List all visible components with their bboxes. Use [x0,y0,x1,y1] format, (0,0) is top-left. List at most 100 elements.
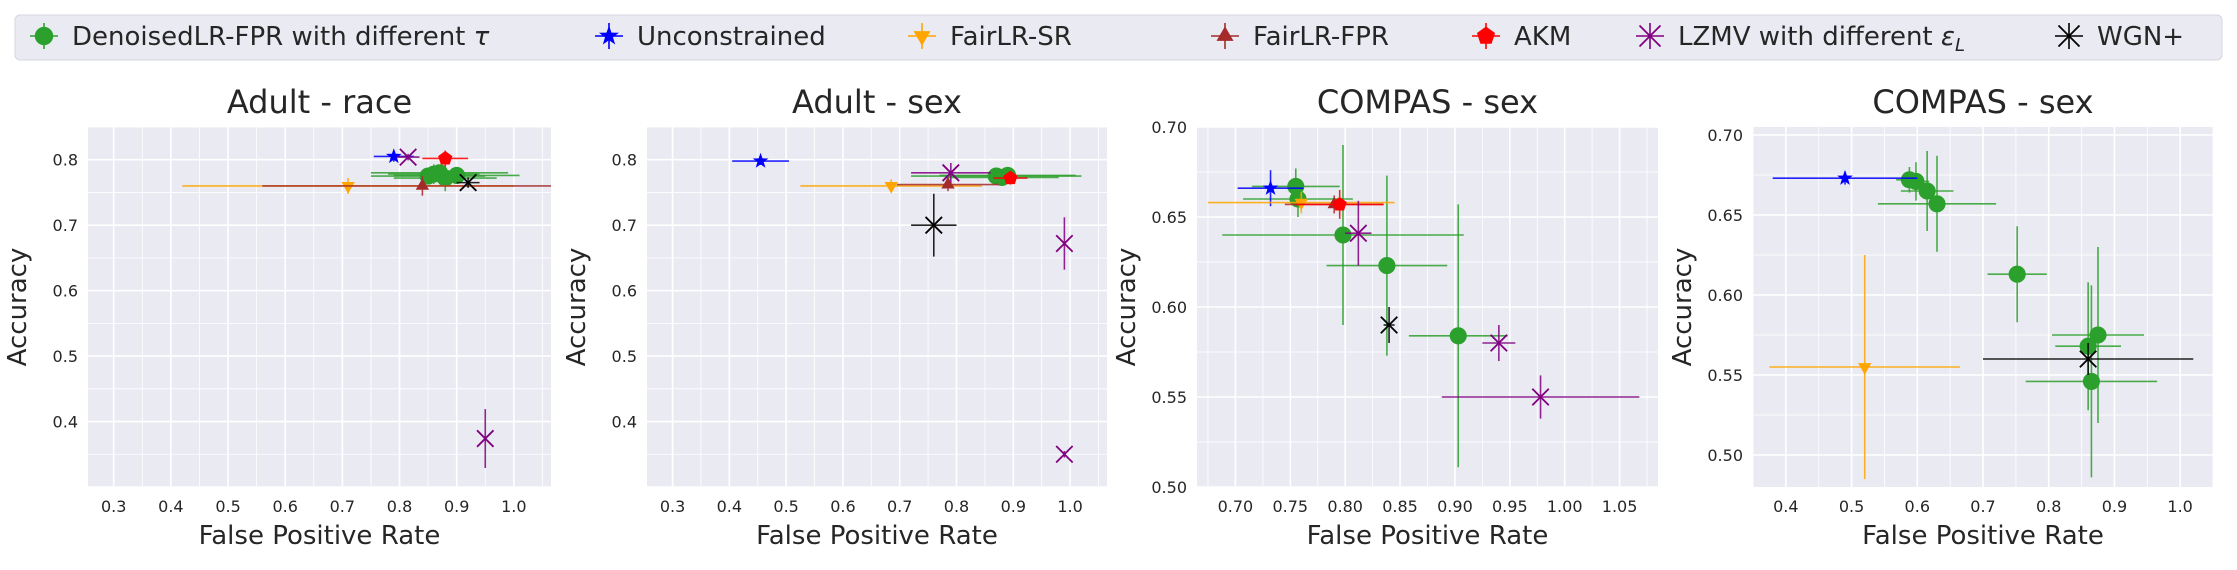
y-tick-label: 0.50 [1151,478,1187,497]
legend-math-sub-lzmv: L [1955,35,1965,56]
data-point-fairlr_fpr [896,176,1000,192]
y-axis-label: Accuracy [3,248,33,367]
data-point-denoised [1877,155,1997,252]
data-point-unconstrained [1237,170,1304,207]
legend-marker-denoised [34,26,54,46]
data-point-wgn [456,173,480,192]
marker-unconstrained [385,148,402,164]
marker-wgn [459,173,478,192]
x-tick-label: 0.8 [944,497,969,516]
x-tick-label: 1.00 [1547,497,1583,516]
marker-lzmv [476,429,495,448]
grid [647,127,1107,487]
marker-fairlr_sr [884,182,898,194]
y-tick-label: 0.4 [612,413,637,432]
data-points [732,152,1082,464]
data-point-lzmv [476,409,495,469]
legend-marker-fairlr_sr [913,31,931,46]
data-point-lzmv [1055,217,1074,270]
y-axis-label: Accuracy [562,248,592,367]
marker-lzmv [1531,388,1550,406]
x-tick-label: 0.6 [830,497,855,516]
legend: DenoisedLR-FPR with different τ Unconstra… [14,14,2223,61]
data-point-unconstrained [1772,169,1918,185]
x-tick-label: 0.7 [887,497,912,516]
data-point-akm [993,170,1028,185]
marker-denoised [1907,172,1925,190]
legend-math-lzmv: ε [1941,22,1955,52]
y-tick-label: 0.50 [1707,446,1743,465]
legend-label-unconstrained: Unconstrained [637,22,826,52]
x-tick-label: 1.0 [2167,497,2192,516]
marker-wgn [2079,350,2098,368]
marker-lzmv [1055,234,1074,253]
marker-denoised [2082,372,2100,390]
marker-denoised [2089,326,2107,344]
data-point-denoised [1987,226,2047,323]
marker-lzmv [941,163,960,182]
data-point-fairlr_fpr [262,176,551,196]
x-tick-label: 1.0 [501,497,526,516]
y-tick-label: 0.4 [53,413,78,432]
y-tick-label: 0.65 [1707,206,1743,225]
marker-denoised [1449,327,1467,345]
legend-item-unconstrained: Unconstrained [595,22,826,52]
x-axis-label: False Positive Rate [1307,521,1549,551]
y-tick-label: 0.5 [612,347,637,366]
legend-label-denoised: DenoisedLR-FPR with different τ [72,22,490,52]
y-tick-label: 0.6 [53,282,78,301]
chart-title: COMPAS - sex [1872,83,2093,121]
y-tick-label: 0.8 [53,151,78,170]
marker-denoised [1928,195,1946,213]
data-points [182,148,551,469]
legend-marker-akm [1476,26,1496,44]
marker-wgn [1380,316,1398,334]
data-point-fairlr_sr [1769,255,1960,479]
data-point-lzmv [1482,325,1516,361]
marker-akm [1332,196,1347,211]
data-point-denoised [2052,247,2144,423]
x-tick-label: 0.7 [1970,497,1995,516]
legend-item-fairlr_fpr: FairLR-FPR [1211,22,1389,52]
data-points [1207,145,1640,468]
x-tick-label: 0.90 [1437,497,1473,516]
x-tick-label: 0.95 [1492,497,1528,516]
legend-marker-fairlr_fpr [1216,26,1234,41]
x-tick-label: 0.3 [660,497,685,516]
y-tick-label: 0.5 [53,347,78,366]
legend-math-denoised: τ [474,22,490,52]
marker-wgn [924,216,943,235]
x-tick-label: 1.0 [1057,497,1082,516]
x-tick-label: 0.70 [1218,497,1254,516]
plot-area [647,127,1107,487]
marker-denoised [1918,182,1936,200]
data-point-lzmv [396,148,420,166]
y-tick-label: 0.6 [612,282,637,301]
marker-fairlr_sr [341,182,355,194]
chart-panel-1: 0.3 0.4 0.5 0.6 0.7 0.8 0.9 1.0 0.4 0.5 0.6 0.7 0.8 A… [3,83,551,551]
data-point-akm [1295,190,1384,219]
legend-label-lzmv: LZMV with different εL [1678,22,1965,56]
legend-marker-unconstrained [599,25,619,45]
data-point-denoised [1900,151,1954,231]
y-axis-label: Accuracy [1112,248,1142,367]
y-tick-label: 0.7 [612,216,637,235]
data-point-wgn [911,193,957,257]
marker-lzmv [1489,334,1508,352]
legend-label-fairlr_fpr: FairLR-FPR [1253,22,1389,52]
x-tick-label: 0.75 [1272,497,1308,516]
data-point-denoised [1902,162,1930,201]
marker-akm [438,150,453,165]
legend-label-wgn: WGN+ [2097,22,2184,52]
legend-label-fairlr_sr: FairLR-SR [950,22,1072,52]
marker-fairlr_fpr [415,178,430,190]
x-tick-label: 0.9 [2102,497,2127,516]
x-axis-label: False Positive Rate [1862,521,2104,551]
y-tick-label: 0.60 [1707,286,1743,305]
data-point-wgn [1983,343,2194,375]
data-point-denoised [1222,145,1464,325]
x-tick-label: 0.85 [1382,497,1418,516]
data-point-wgn [1380,307,1398,343]
x-tick-label: 0.5 [773,497,798,516]
